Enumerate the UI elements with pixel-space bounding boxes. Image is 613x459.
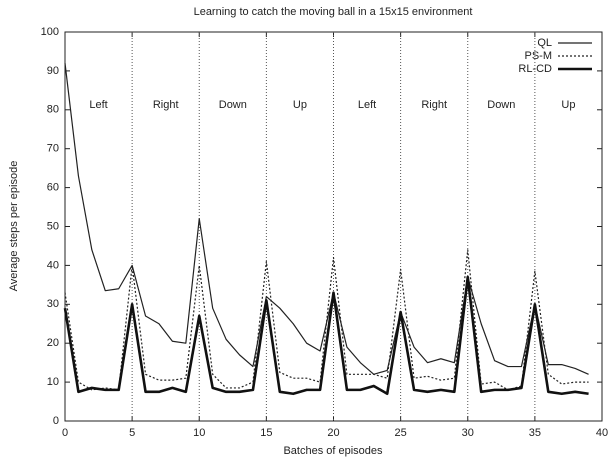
phase-label: Right [421,99,447,111]
phase-label: Left [358,99,376,111]
chart-title: Learning to catch the moving ball in a 1… [194,6,473,18]
y-tick-label: 10 [47,376,59,388]
y-tick-label: 30 [47,298,59,310]
phase-label: Down [487,99,515,111]
y-tick-label: 100 [41,26,59,38]
series-line [63,275,589,396]
legend-label: PS-M [525,50,553,62]
y-tick-label: 0 [53,415,59,427]
phase-label: Up [561,99,575,111]
legend-label: RL-CD [518,63,552,75]
y-tick-label: 20 [47,337,59,349]
y-tick-label: 60 [47,182,59,194]
y-tick-label: 70 [47,143,59,155]
y-tick-label: 90 [47,65,59,77]
y-tick-label: 80 [47,104,59,116]
phase-label: Up [293,99,307,111]
series-line [64,249,589,391]
y-axis-label: Average steps per episode [8,161,20,292]
x-axis-label: Batches of episodes [283,445,383,457]
legend-label: QL [537,37,552,49]
phase-label: Left [89,99,107,111]
x-tick-label: 15 [260,427,272,439]
series-line [64,63,589,375]
y-tick-label: 40 [47,259,59,271]
x-tick-label: 35 [529,427,541,439]
x-tick-label: 25 [395,427,407,439]
x-tick-label: 20 [327,427,339,439]
phase-label: Right [153,99,179,111]
y-tick-label: 50 [47,220,59,232]
phase-label: Down [219,99,247,111]
x-tick-label: 0 [62,427,68,439]
x-tick-label: 30 [462,427,474,439]
x-tick-label: 10 [193,427,205,439]
x-tick-label: 40 [596,427,608,439]
x-tick-label: 5 [129,427,135,439]
